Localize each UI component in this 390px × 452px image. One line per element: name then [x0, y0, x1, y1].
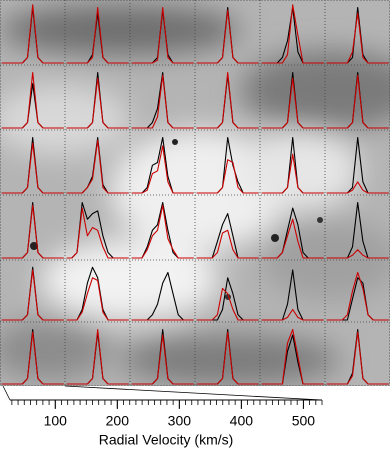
spectrum-line [326, 181, 389, 194]
spectrum-line [326, 74, 389, 129]
spectrum-line [66, 6, 129, 64]
spectrum-line [326, 12, 389, 64]
zoom-connectors [2, 385, 323, 401]
spectrum-line [131, 6, 194, 64]
spectrum-line [66, 77, 129, 129]
x-tick-label: 100 [44, 413, 68, 429]
spectrum-line [131, 204, 194, 259]
spectrum-line [131, 334, 194, 385]
spectrum-line [196, 229, 259, 259]
spectrum-line [196, 9, 259, 64]
spectrum-line [1, 71, 64, 129]
x-axis-label: Radial Velocity (km/s) [99, 432, 234, 448]
spectrum-line [131, 145, 194, 194]
spectrum-line [1, 4, 64, 64]
spectrum-line [326, 331, 389, 385]
spectrum-line [66, 328, 129, 385]
spectrum-line [1, 204, 64, 259]
spectrum-line [196, 331, 259, 385]
spectrum-line [261, 328, 324, 385]
x-tick-label: 400 [230, 413, 254, 429]
spectrum-line [1, 142, 64, 194]
spectrum-line [131, 74, 194, 129]
x-tick-label: 200 [106, 413, 130, 429]
spectrum-line [261, 4, 324, 64]
spectrum-line [261, 153, 324, 194]
spectrum-line [1, 331, 64, 385]
panel-grid [0, 0, 390, 386]
spectrum-line [66, 207, 129, 259]
x-tick-label: 500 [292, 413, 316, 429]
spectrum-line [66, 277, 129, 321]
spectrum-line [1, 269, 64, 321]
spectrum-line [326, 271, 389, 321]
spectrum-line [66, 139, 129, 194]
spectrum-line [196, 71, 259, 129]
x-tick-label: 300 [168, 413, 192, 429]
spectrum-line [196, 159, 259, 194]
spectrum-line [261, 308, 324, 321]
spectrum-line [326, 249, 389, 259]
spectrum-line [196, 287, 259, 321]
spectrum-line [261, 77, 324, 129]
spectrum-line [261, 218, 324, 259]
